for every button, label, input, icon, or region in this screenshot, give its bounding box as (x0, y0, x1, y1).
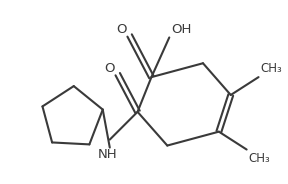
Text: NH: NH (98, 148, 118, 160)
Text: O: O (116, 23, 127, 36)
Text: O: O (105, 62, 115, 75)
Text: CH₃: CH₃ (249, 151, 270, 164)
Text: OH: OH (171, 23, 192, 36)
Text: CH₃: CH₃ (261, 62, 282, 75)
